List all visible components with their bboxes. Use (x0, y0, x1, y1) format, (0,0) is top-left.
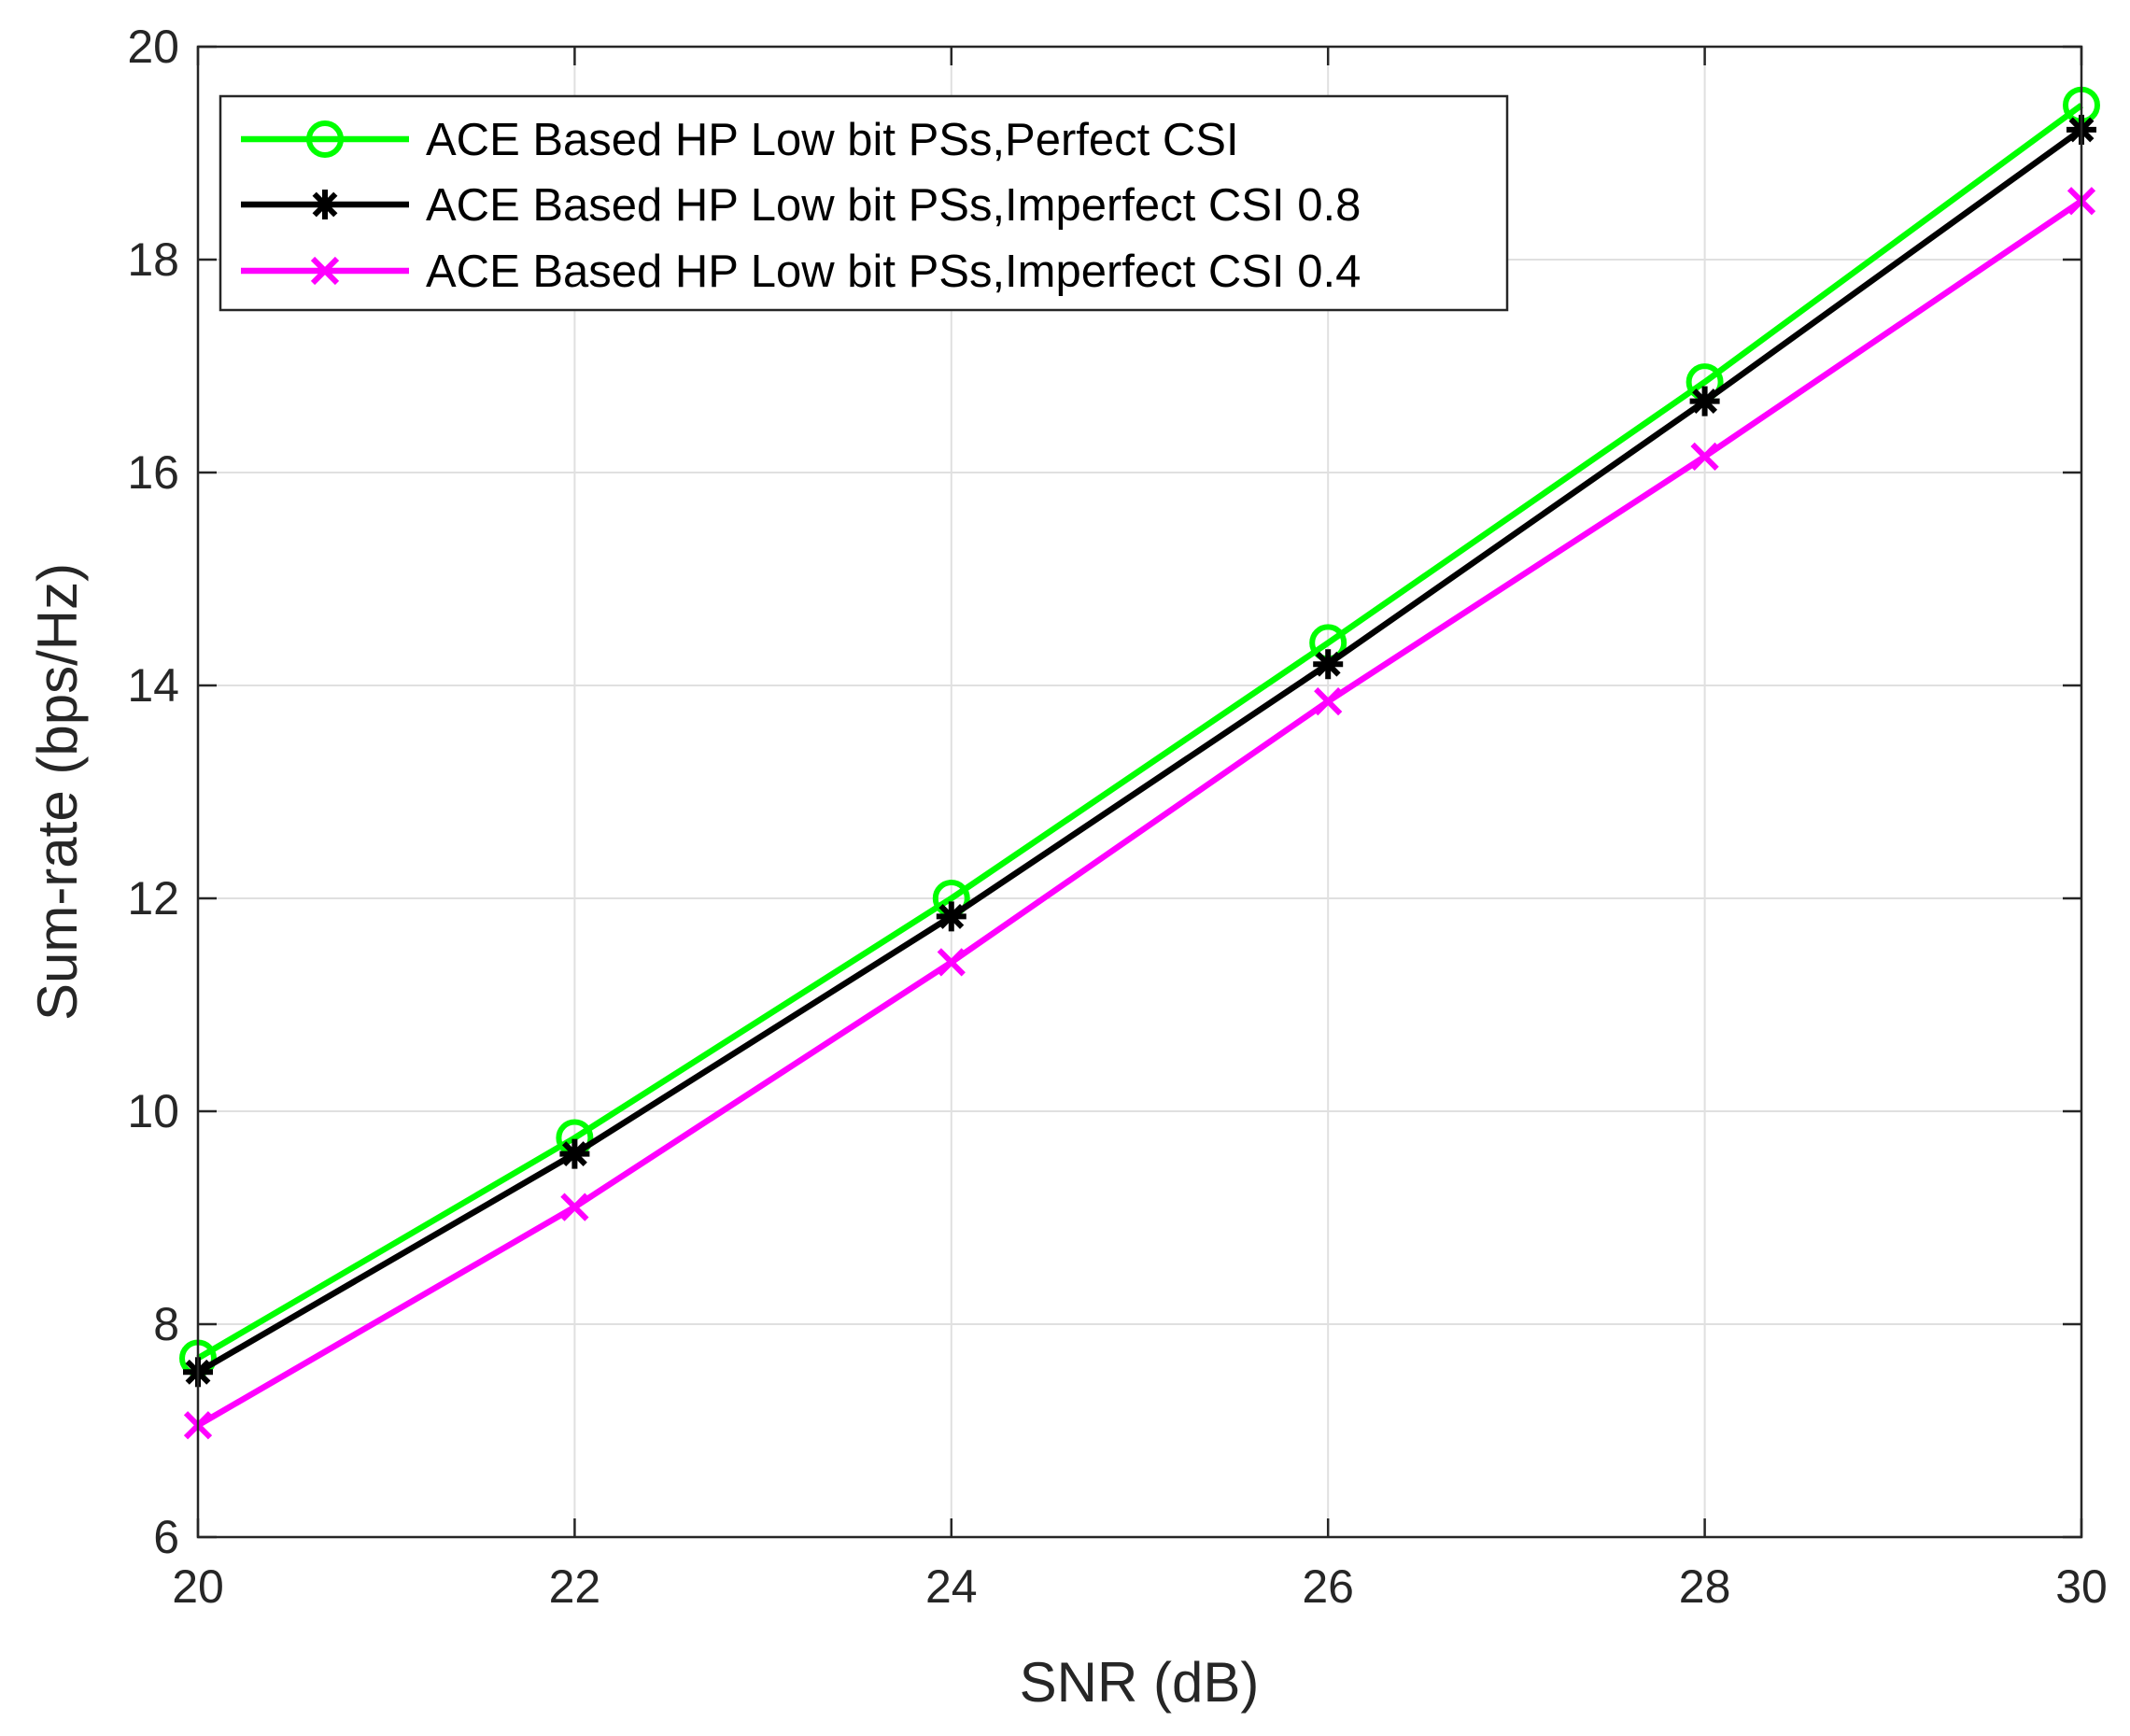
series-3 (183, 187, 2096, 1440)
legend-entry-3: ACE Based HP Low bit PSs,Imperfect CSI 0… (241, 247, 1361, 297)
y-tick-label: 18 (127, 233, 179, 286)
marker-stroke (1315, 651, 1341, 677)
legend-entry-1: ACE Based HP Low bit PSs,Perfect CSI (241, 115, 1239, 165)
series-layer (179, 86, 2100, 1440)
series-line (196, 127, 2083, 1376)
legend-label: ACE Based HP Low bit PSs,Perfect CSI (426, 115, 1239, 165)
x-tick-label: 22 (549, 1560, 601, 1613)
marker-stroke (1314, 686, 1343, 716)
marker-stroke (561, 1141, 587, 1167)
y-axis-title: Sum-rate (bps/Hz) (26, 563, 89, 1021)
data-point-x (937, 948, 966, 977)
marker-stroke (1692, 388, 1718, 415)
y-tick-label: 20 (127, 21, 179, 73)
data-point-asterisk (310, 190, 340, 219)
x-tick-label: 28 (1679, 1560, 1731, 1613)
data-point-x (1690, 442, 1719, 472)
data-point-asterisk (936, 901, 966, 932)
marker-stroke (310, 256, 340, 286)
data-point-asterisk (1313, 649, 1344, 680)
x-axis-title: SNR (dB) (1020, 1651, 1260, 1714)
x-tick-label: 26 (1302, 1560, 1354, 1613)
marker-stroke (1690, 442, 1719, 472)
marker-stroke (312, 191, 338, 218)
y-tick-label: 10 (127, 1085, 179, 1137)
marker-stroke (937, 948, 966, 977)
data-point-circle (306, 120, 344, 158)
data-point-x (1314, 686, 1343, 716)
y-tick-label: 14 (127, 659, 179, 712)
legend-label: ACE Based HP Low bit PSs,Imperfect CSI 0… (426, 180, 1361, 231)
data-point-x (560, 1193, 589, 1221)
x-tick-label: 20 (172, 1560, 224, 1613)
y-tick-label: 16 (127, 446, 179, 499)
x-tick-label: 30 (2055, 1560, 2108, 1613)
marker-stroke (560, 1193, 589, 1221)
axes (196, 45, 2083, 1539)
legend: ACE Based HP Low bit PSs,Perfect CSI ACE … (219, 94, 1509, 312)
y-tick-label: 6 (153, 1511, 179, 1563)
legend-label: ACE Based HP Low bit PSs,Imperfect CSI 0… (426, 247, 1361, 297)
tick-labels: 20 22 24 26 28 30 6 8 10 12 14 16 18 20 (127, 21, 2107, 1613)
axes-box (196, 45, 2083, 1539)
marker-stroke (938, 903, 965, 929)
data-point-x (310, 256, 340, 286)
y-tick-label: 8 (153, 1298, 179, 1350)
data-point-asterisk (559, 1138, 590, 1169)
legend-entry-2: ACE Based HP Low bit PSs,Imperfect CSI 0… (241, 180, 1361, 231)
data-point-asterisk (1689, 386, 1720, 416)
legend-box (219, 94, 1509, 312)
x-tick-label: 24 (925, 1560, 978, 1613)
series-line (196, 198, 2083, 1429)
series-line (196, 103, 2083, 1362)
y-tick-label: 12 (127, 872, 179, 924)
